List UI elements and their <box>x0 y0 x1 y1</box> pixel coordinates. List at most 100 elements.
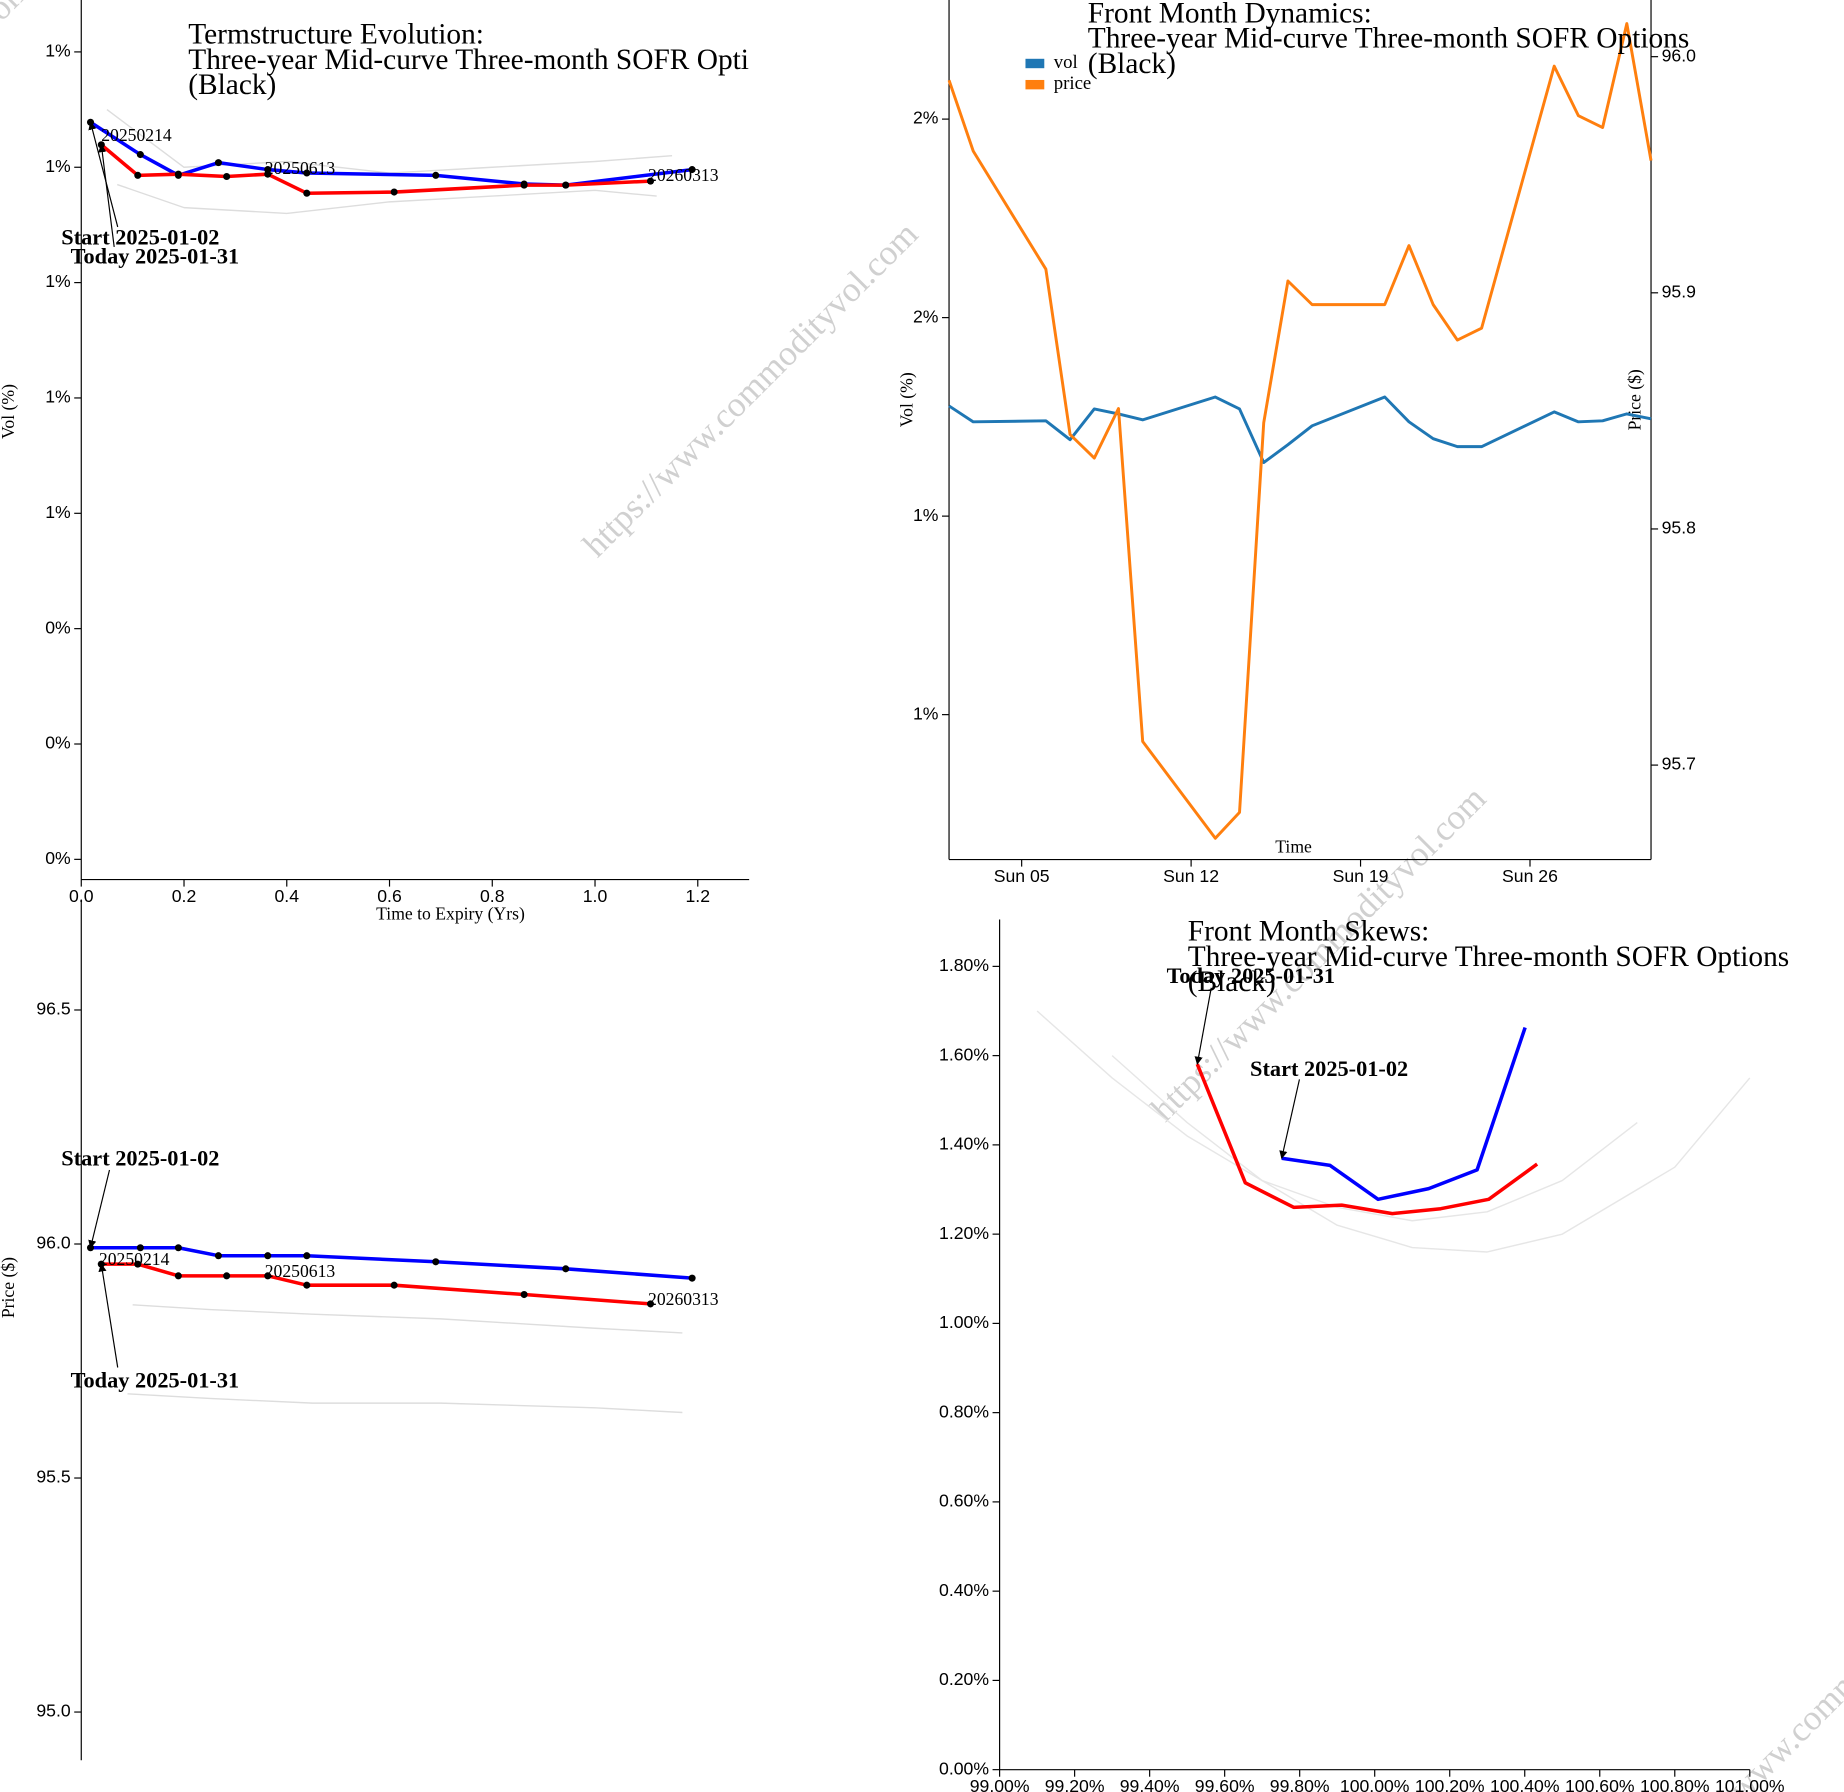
y2-axis-label: Price ($) <box>1624 369 1644 430</box>
y-tick-label: 0.00% <box>939 1758 989 1778</box>
point <box>303 1281 311 1289</box>
y-axis-label: Vol (%) <box>0 384 18 439</box>
x-tick-label: 99.20% <box>1045 1776 1105 1792</box>
point <box>214 1252 222 1260</box>
annotation: Today 2025-01-31 <box>1167 963 1336 988</box>
series-line <box>116 183 657 215</box>
point <box>390 1281 398 1289</box>
y-tick-label: 1% <box>45 156 71 176</box>
point <box>390 188 398 196</box>
x-tick-label: 99.00% <box>970 1776 1030 1792</box>
y-tick-label: 96.5 <box>36 999 71 1019</box>
x-tick-label: 0.8 <box>480 886 505 906</box>
annotation-arrow <box>88 1169 111 1249</box>
chart-title: Three-year Mid-curve Three-month SOFR Op… <box>1188 941 1789 973</box>
point <box>303 169 311 177</box>
point <box>520 181 528 189</box>
annotation-arrow <box>1279 1079 1301 1160</box>
y-axis-label: Vol (%) <box>897 372 917 427</box>
y-tick-label: 0% <box>45 733 71 753</box>
point <box>264 170 272 178</box>
x-tick-label: 1.0 <box>583 886 608 906</box>
chart-title: Front Month Dynamics: <box>1088 0 1372 29</box>
y-tick-label: 95.5 <box>36 1467 71 1487</box>
y-axis-label: Price ($) <box>0 1257 18 1318</box>
point <box>134 171 142 179</box>
x-tick-label: 99.40% <box>1120 1776 1180 1792</box>
x-tick-label: Sun 26 <box>1502 866 1558 886</box>
x-axis-label: Time <box>1275 836 1312 856</box>
x-tick-label: 100.40% <box>1490 1776 1560 1792</box>
point <box>688 1274 696 1282</box>
chart-title: (Black) <box>1188 966 1276 998</box>
annotation: Start 2025-01-02 <box>1250 1056 1408 1081</box>
point <box>562 1265 570 1273</box>
y-tick-label: 0.80% <box>939 1401 989 1421</box>
point <box>432 1258 440 1266</box>
series-line <box>1195 1063 1539 1216</box>
y2-tick-label: 95.9 <box>1662 281 1696 301</box>
series-line <box>106 109 673 174</box>
watermark: https://www.commodityvol.com <box>1651 1528 1844 1792</box>
point <box>174 1272 182 1280</box>
y-tick-label: 0.40% <box>939 1580 989 1600</box>
x-tick-label: Sun 19 <box>1333 866 1389 886</box>
series-line <box>132 1304 683 1334</box>
chart-title: Three-year Mid-curve Three-month SOFR Op… <box>1088 23 1689 55</box>
point <box>432 171 440 179</box>
x-tick-label: Sun 12 <box>1163 866 1219 886</box>
chart-title: Termstructure Evolution: <box>188 19 484 51</box>
point-label: 20260313 <box>648 1289 719 1309</box>
point-label: 20250214 <box>99 1249 170 1269</box>
chart-title: (Black) <box>1088 48 1176 80</box>
x-tick-label: 101.00% <box>1715 1776 1785 1792</box>
chart-title: (Black) <box>188 69 276 101</box>
y-tick-label: 1% <box>913 505 939 525</box>
x-tick-label: 100.00% <box>1340 1776 1410 1792</box>
point <box>303 189 311 197</box>
x-tick-label: 100.20% <box>1415 1776 1485 1792</box>
x-tick-label: 100.60% <box>1565 1776 1635 1792</box>
y-tick-label: 2% <box>913 306 939 326</box>
legend-swatch <box>1025 58 1045 69</box>
legend-label: vol <box>1054 52 1078 73</box>
point-label: 20250214 <box>101 125 172 145</box>
y-tick-label: 1.80% <box>939 955 989 975</box>
point <box>646 1300 655 1308</box>
y2-tick-label: 95.8 <box>1662 518 1697 538</box>
x-tick-label: 1.2 <box>686 886 711 906</box>
series-line <box>947 22 1653 840</box>
watermark: https://www.commodityvol.com <box>575 214 925 564</box>
y-tick-label: 95.0 <box>36 1701 71 1721</box>
series-line <box>100 143 651 195</box>
y-tick-label: 1% <box>45 502 71 522</box>
point <box>646 177 655 185</box>
y-tick-label: 1% <box>913 703 939 723</box>
point-label: 20260313 <box>648 165 719 185</box>
series-line <box>948 395 1652 464</box>
point <box>520 1291 528 1299</box>
chart-title: Front Month Skews: <box>1188 916 1430 948</box>
series-line <box>1036 1010 1638 1222</box>
legend-label: price <box>1054 73 1092 94</box>
x-tick-label: 100.80% <box>1640 1776 1710 1792</box>
point <box>688 166 696 174</box>
x-tick-label: 0.6 <box>377 886 402 906</box>
annotation-arrow <box>1194 987 1212 1065</box>
x-axis-label: Time to Expiry (Yrs) <box>376 904 525 924</box>
point <box>136 1244 144 1252</box>
y2-tick-label: 95.7 <box>1662 754 1696 774</box>
annotation-arrow <box>88 121 119 228</box>
x-tick-label: 0.4 <box>275 886 300 906</box>
y-tick-label: 1.20% <box>939 1223 989 1243</box>
x-tick-label: 99.80% <box>1270 1776 1330 1792</box>
point <box>223 172 231 181</box>
y-tick-label: 2% <box>913 108 939 128</box>
y-tick-label: 1.60% <box>939 1044 989 1064</box>
point <box>223 1272 231 1280</box>
series-line <box>127 1393 683 1414</box>
annotation-arrow <box>98 1263 119 1368</box>
annotation: Start 2025-01-02 <box>61 225 219 250</box>
y-tick-label: 0.20% <box>939 1669 989 1689</box>
